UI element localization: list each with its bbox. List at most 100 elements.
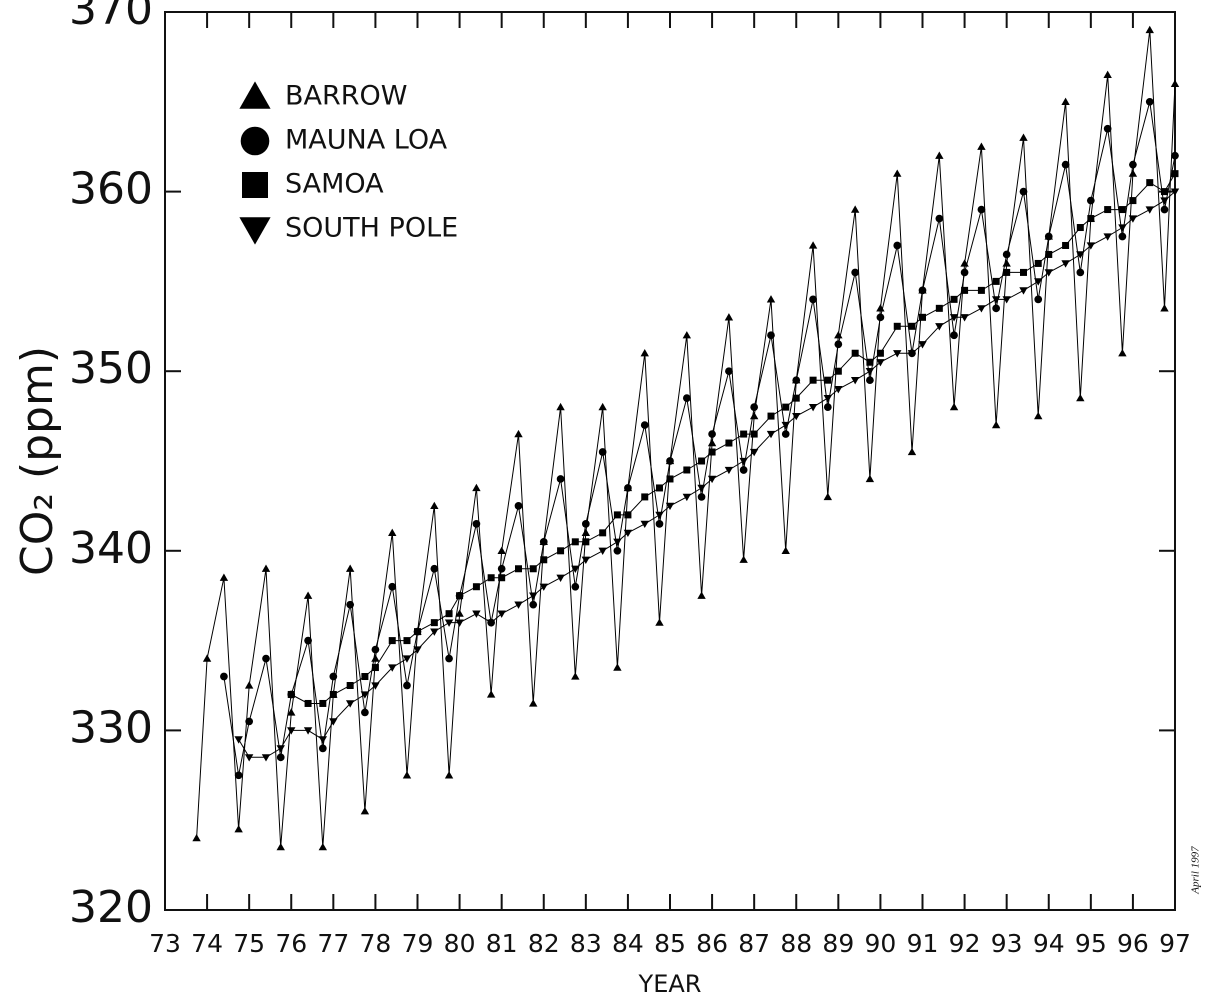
data-point: [808, 403, 818, 412]
data-point: [329, 718, 338, 726]
data-point: [834, 367, 842, 375]
data-point: [1145, 97, 1154, 106]
data-point: [360, 691, 370, 699]
data-point: [430, 501, 439, 510]
x-tick-label: 86: [696, 929, 728, 958]
data-point: [918, 341, 927, 349]
legend-label: SAMOA: [285, 169, 384, 200]
data-point: [329, 672, 338, 681]
data-point: [1171, 151, 1179, 160]
data-point: [640, 421, 649, 429]
data-point: [556, 402, 565, 411]
data-point: [707, 475, 717, 484]
data-point: [1160, 205, 1169, 214]
data-point: [388, 582, 397, 591]
y-tick-label: 370: [69, 0, 153, 35]
data-point: [444, 619, 454, 627]
x-tick-label: 94: [1033, 929, 1065, 958]
data-point: [749, 448, 759, 457]
data-point: [781, 421, 790, 430]
data-point: [557, 547, 565, 555]
data-point: [329, 690, 337, 698]
x-tick-label: 73: [149, 929, 181, 958]
y-tick-label: 340: [69, 523, 153, 574]
data-point: [739, 457, 748, 466]
data-point: [582, 538, 590, 546]
data-point: [641, 493, 649, 501]
x-tick-label: 92: [949, 929, 981, 958]
data-point: [683, 466, 691, 474]
data-point: [792, 376, 801, 385]
data-point: [581, 556, 591, 564]
data-point: [581, 520, 590, 528]
data-point: [1160, 197, 1169, 205]
data-point: [571, 538, 579, 546]
data-point: [472, 583, 480, 591]
data-point: [202, 654, 212, 662]
data-point: [682, 331, 692, 339]
data-point: [893, 350, 902, 358]
data-point: [430, 619, 438, 627]
data-point: [1146, 179, 1154, 187]
data-point: [403, 637, 411, 645]
data-point: [498, 574, 506, 582]
data-point: [613, 663, 622, 671]
data-point: [865, 474, 875, 483]
data-point: [414, 628, 421, 636]
data-point: [866, 376, 874, 385]
data-point: [823, 394, 833, 403]
data-point: [766, 430, 776, 439]
data-point: [991, 296, 1001, 304]
data-point: [782, 403, 790, 411]
data-point: [455, 619, 464, 627]
data-point: [1128, 169, 1138, 177]
data-point: [245, 717, 254, 726]
data-point: [529, 600, 538, 609]
data-point: [598, 402, 607, 411]
data-point: [1019, 187, 1028, 196]
data-point: [1061, 97, 1070, 105]
data-point: [624, 484, 632, 492]
x-tick-label: 84: [612, 929, 644, 958]
data-point: [949, 402, 959, 411]
data-point: [556, 574, 565, 582]
data-point: [1128, 215, 1138, 223]
data-point: [571, 565, 580, 573]
data-point: [234, 771, 243, 780]
data-point: [918, 286, 927, 295]
x-tick-label: 83: [570, 929, 602, 958]
x-tick-label: 91: [907, 929, 939, 958]
data-point: [961, 286, 969, 294]
data-point: [472, 610, 481, 618]
x-tick-label: 90: [865, 929, 897, 958]
data-point: [908, 322, 916, 330]
data-point: [371, 654, 380, 662]
data-point: [556, 475, 565, 483]
data-point: [529, 699, 538, 707]
data-point: [1086, 242, 1096, 250]
data-point: [1002, 296, 1011, 304]
x-tick-label: 96: [1117, 929, 1149, 958]
data-point: [539, 537, 548, 546]
data-point: [276, 753, 285, 762]
data-point: [1034, 411, 1043, 420]
data-point: [907, 447, 917, 456]
data-point: [739, 466, 748, 474]
data-point: [640, 520, 649, 529]
data-point: [287, 708, 296, 716]
data-point: [540, 556, 548, 564]
data-point: [1103, 233, 1112, 241]
data-point: [935, 323, 944, 331]
data-point: [1160, 304, 1169, 312]
data-point: [792, 412, 801, 421]
x-tick-label: 81: [486, 929, 518, 958]
data-point: [487, 574, 495, 582]
data-point: [823, 403, 832, 411]
data-point: [599, 529, 607, 537]
data-point: [244, 681, 254, 689]
data-point: [318, 842, 328, 851]
data-point: [1170, 79, 1180, 87]
data-point: [515, 565, 522, 573]
data-point: [1118, 232, 1127, 241]
data-point: [1019, 133, 1028, 141]
